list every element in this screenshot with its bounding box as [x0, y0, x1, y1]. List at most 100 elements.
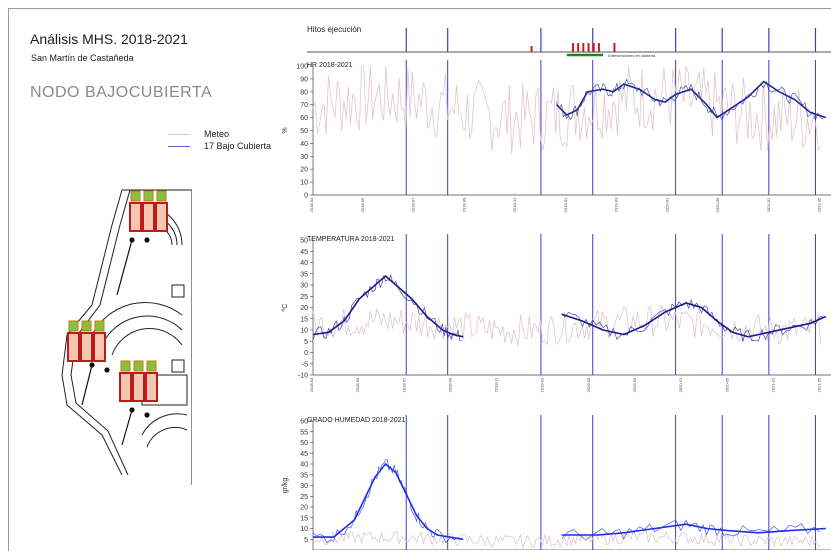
x-tick-label: 2019-01 — [563, 197, 568, 212]
y-tick-label: 20 — [300, 167, 308, 174]
series-bajo-cubierta-detail — [556, 78, 824, 121]
sensor-marker — [132, 372, 145, 402]
y-tick-label: 90 — [300, 76, 308, 83]
y-tick-label: 45 — [300, 451, 308, 458]
report-title: Análisis MHS. 2018-2021 — [30, 31, 188, 47]
charts-panel: Hitos ejecución Intervenciones en cubiert… — [282, 25, 831, 550]
y-tick-label: 10 — [300, 180, 308, 187]
y-tick-label: 15 — [300, 316, 308, 323]
y-tick-label: 40 — [300, 260, 308, 267]
series-bajo-cubierta-detail — [312, 273, 462, 341]
y-tick-label: 0 — [304, 193, 308, 200]
sensor-marker — [129, 202, 142, 232]
y-tick-label: 25 — [300, 294, 308, 301]
y-tick-label: 40 — [300, 141, 308, 148]
sensor-tag — [156, 190, 167, 202]
x-tick-label: 2018-11 — [512, 197, 517, 212]
y-axis-label: ºC — [282, 304, 289, 312]
sensor-tag — [143, 190, 154, 202]
series-bajo-cubierta-detail — [312, 458, 460, 544]
y-tick-label: 50 — [300, 440, 308, 447]
y-tick-label: 10 — [300, 526, 308, 533]
series-bajo-cubierta — [561, 302, 827, 338]
floor-plan — [61, 189, 192, 485]
milestone-event — [572, 43, 574, 52]
sensor-marker — [67, 332, 80, 362]
x-tick-label: 2021-01 — [770, 377, 775, 392]
sensor-tag — [68, 320, 79, 332]
chart-title: TEMPERATURA 2018-2021 — [307, 236, 395, 243]
legend-label-meteo: Meteo — [204, 129, 230, 139]
sensor-tag — [81, 320, 92, 332]
y-tick-label: 5 — [304, 339, 308, 346]
y-tick-label: 100 — [296, 64, 308, 71]
x-tick-label: 2021-01 — [766, 197, 771, 212]
sensor-tag — [120, 360, 131, 372]
y-tick-label: 30 — [300, 483, 308, 490]
y-tick-label: 10 — [300, 328, 308, 335]
x-tick-label: 2018-07 — [401, 377, 406, 392]
x-tick-label: 2018-07 — [411, 197, 416, 212]
y-tick-label: -10 — [298, 373, 308, 380]
y-tick-label: 35 — [300, 472, 308, 479]
milestone-event — [530, 46, 533, 52]
y-tick-label: 20 — [300, 505, 308, 512]
x-tick-label: 2018-09 — [447, 377, 452, 392]
sensor-tag — [94, 320, 105, 332]
y-tick-label: 55 — [300, 429, 308, 436]
milestone-event — [613, 43, 616, 52]
x-tick-label: 2020-05 — [715, 197, 720, 212]
y-tick-label: 30 — [300, 154, 308, 161]
milestones-title: Hitos ejecución — [307, 25, 361, 34]
y-tick-label: 50 — [300, 238, 308, 245]
legend-item-bajo-cubierta: 17 Bajo Cubierta — [168, 140, 271, 152]
node-title: NODO BAJOCUBIERTA — [30, 84, 213, 101]
series-meteo — [312, 530, 821, 549]
series-meteo — [312, 304, 821, 347]
sensor-tag — [146, 360, 157, 372]
report-subtitle: San Martín de Castañeda — [31, 53, 134, 63]
x-tick-label: 2021-05 — [817, 197, 822, 212]
x-tick-label: 2020-01 — [678, 377, 683, 392]
y-tick-label: -5 — [302, 361, 308, 368]
legend-item-meteo: Meteo — [168, 128, 271, 140]
legend-label-bajo-cubierta: 17 Bajo Cubierta — [204, 141, 272, 151]
sensor-tag — [133, 360, 144, 372]
report-frame — [8, 8, 831, 551]
series-bajo-cubierta-detail — [561, 519, 821, 541]
intervention-label: Intervenciones en cubierta — [608, 53, 656, 58]
x-tick-label: 2018-05 — [355, 377, 360, 392]
y-tick-label: 70 — [300, 102, 308, 109]
x-tick-label: 2018-09 — [461, 197, 466, 212]
x-tick-label: 2021-05 — [817, 377, 822, 392]
sensor-marker — [80, 332, 93, 362]
x-tick-label: 2020-05 — [724, 377, 729, 392]
y-tick-label: 15 — [300, 515, 308, 522]
series-bajo-cubierta — [555, 80, 827, 119]
x-tick-label: 2018-03 — [309, 197, 314, 212]
milestone-event — [582, 43, 585, 52]
y-tick-label: 5 — [304, 537, 308, 544]
milestone-event — [577, 43, 580, 52]
milestone-event — [597, 43, 600, 52]
chart-title: HR 2018-2021 — [307, 62, 353, 69]
y-tick-label: 30 — [300, 283, 308, 290]
y-tick-label: 60 — [300, 115, 308, 122]
y-tick-label: 60 — [300, 419, 308, 426]
series-meteo — [312, 65, 821, 154]
y-tick-label: 45 — [300, 249, 308, 256]
y-tick-label: 80 — [300, 89, 308, 96]
y-axis-label: gr/kg — [282, 478, 289, 494]
sensor-marker — [145, 372, 158, 402]
y-tick-label: 35 — [300, 271, 308, 278]
x-tick-label: 2020-01 — [664, 197, 669, 212]
x-tick-label: 2018-03 — [309, 377, 314, 392]
legend-swatch-bajo-cubierta — [168, 145, 190, 147]
x-tick-label: 2019-01 — [540, 377, 545, 392]
y-tick-label: 0 — [304, 350, 308, 357]
sensor-marker — [142, 202, 155, 232]
y-tick-label: 40 — [300, 462, 308, 469]
y-tick-label: 20 — [300, 305, 308, 312]
x-tick-label: 2019-03 — [586, 377, 591, 392]
legend-swatch-meteo — [168, 133, 190, 135]
